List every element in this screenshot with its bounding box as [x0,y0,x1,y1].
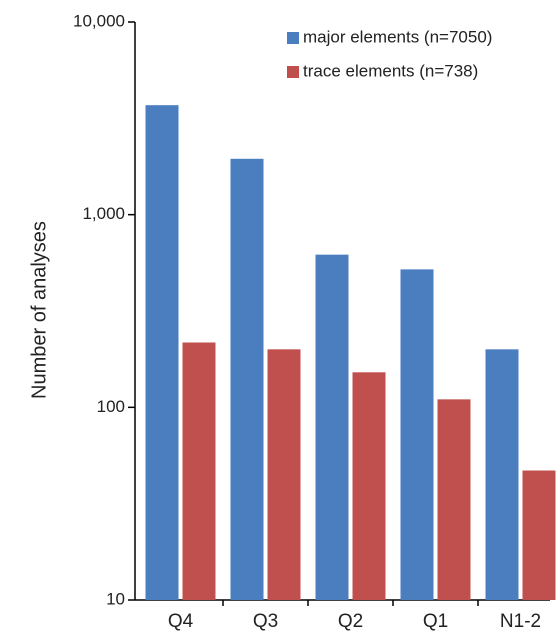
bar [400,269,434,600]
bar [315,254,349,600]
bar [352,372,386,600]
y-tick-label: 10,000 [73,11,125,30]
legend-label: trace elements (n=738) [303,61,478,80]
x-tick-label: Q1 [423,611,448,632]
x-tick-label: N1-2 [500,611,541,632]
legend-label: major elements (n=7050) [303,27,492,46]
bar [522,470,556,600]
bar [437,399,471,600]
legend-swatch [287,66,299,78]
bar [485,349,519,600]
x-tick-label: Q2 [338,611,363,632]
bar [145,105,179,600]
bar [230,158,264,600]
legend-swatch [287,32,299,44]
y-axis-label: Number of analyses [28,221,50,399]
x-tick-label: Q4 [168,611,194,632]
y-tick-label: 10 [106,589,125,608]
y-tick-label: 100 [97,397,125,416]
x-tick-label: Q3 [253,611,278,632]
bar [182,342,216,600]
y-tick-label: 1,000 [82,204,125,223]
bar [267,349,301,600]
